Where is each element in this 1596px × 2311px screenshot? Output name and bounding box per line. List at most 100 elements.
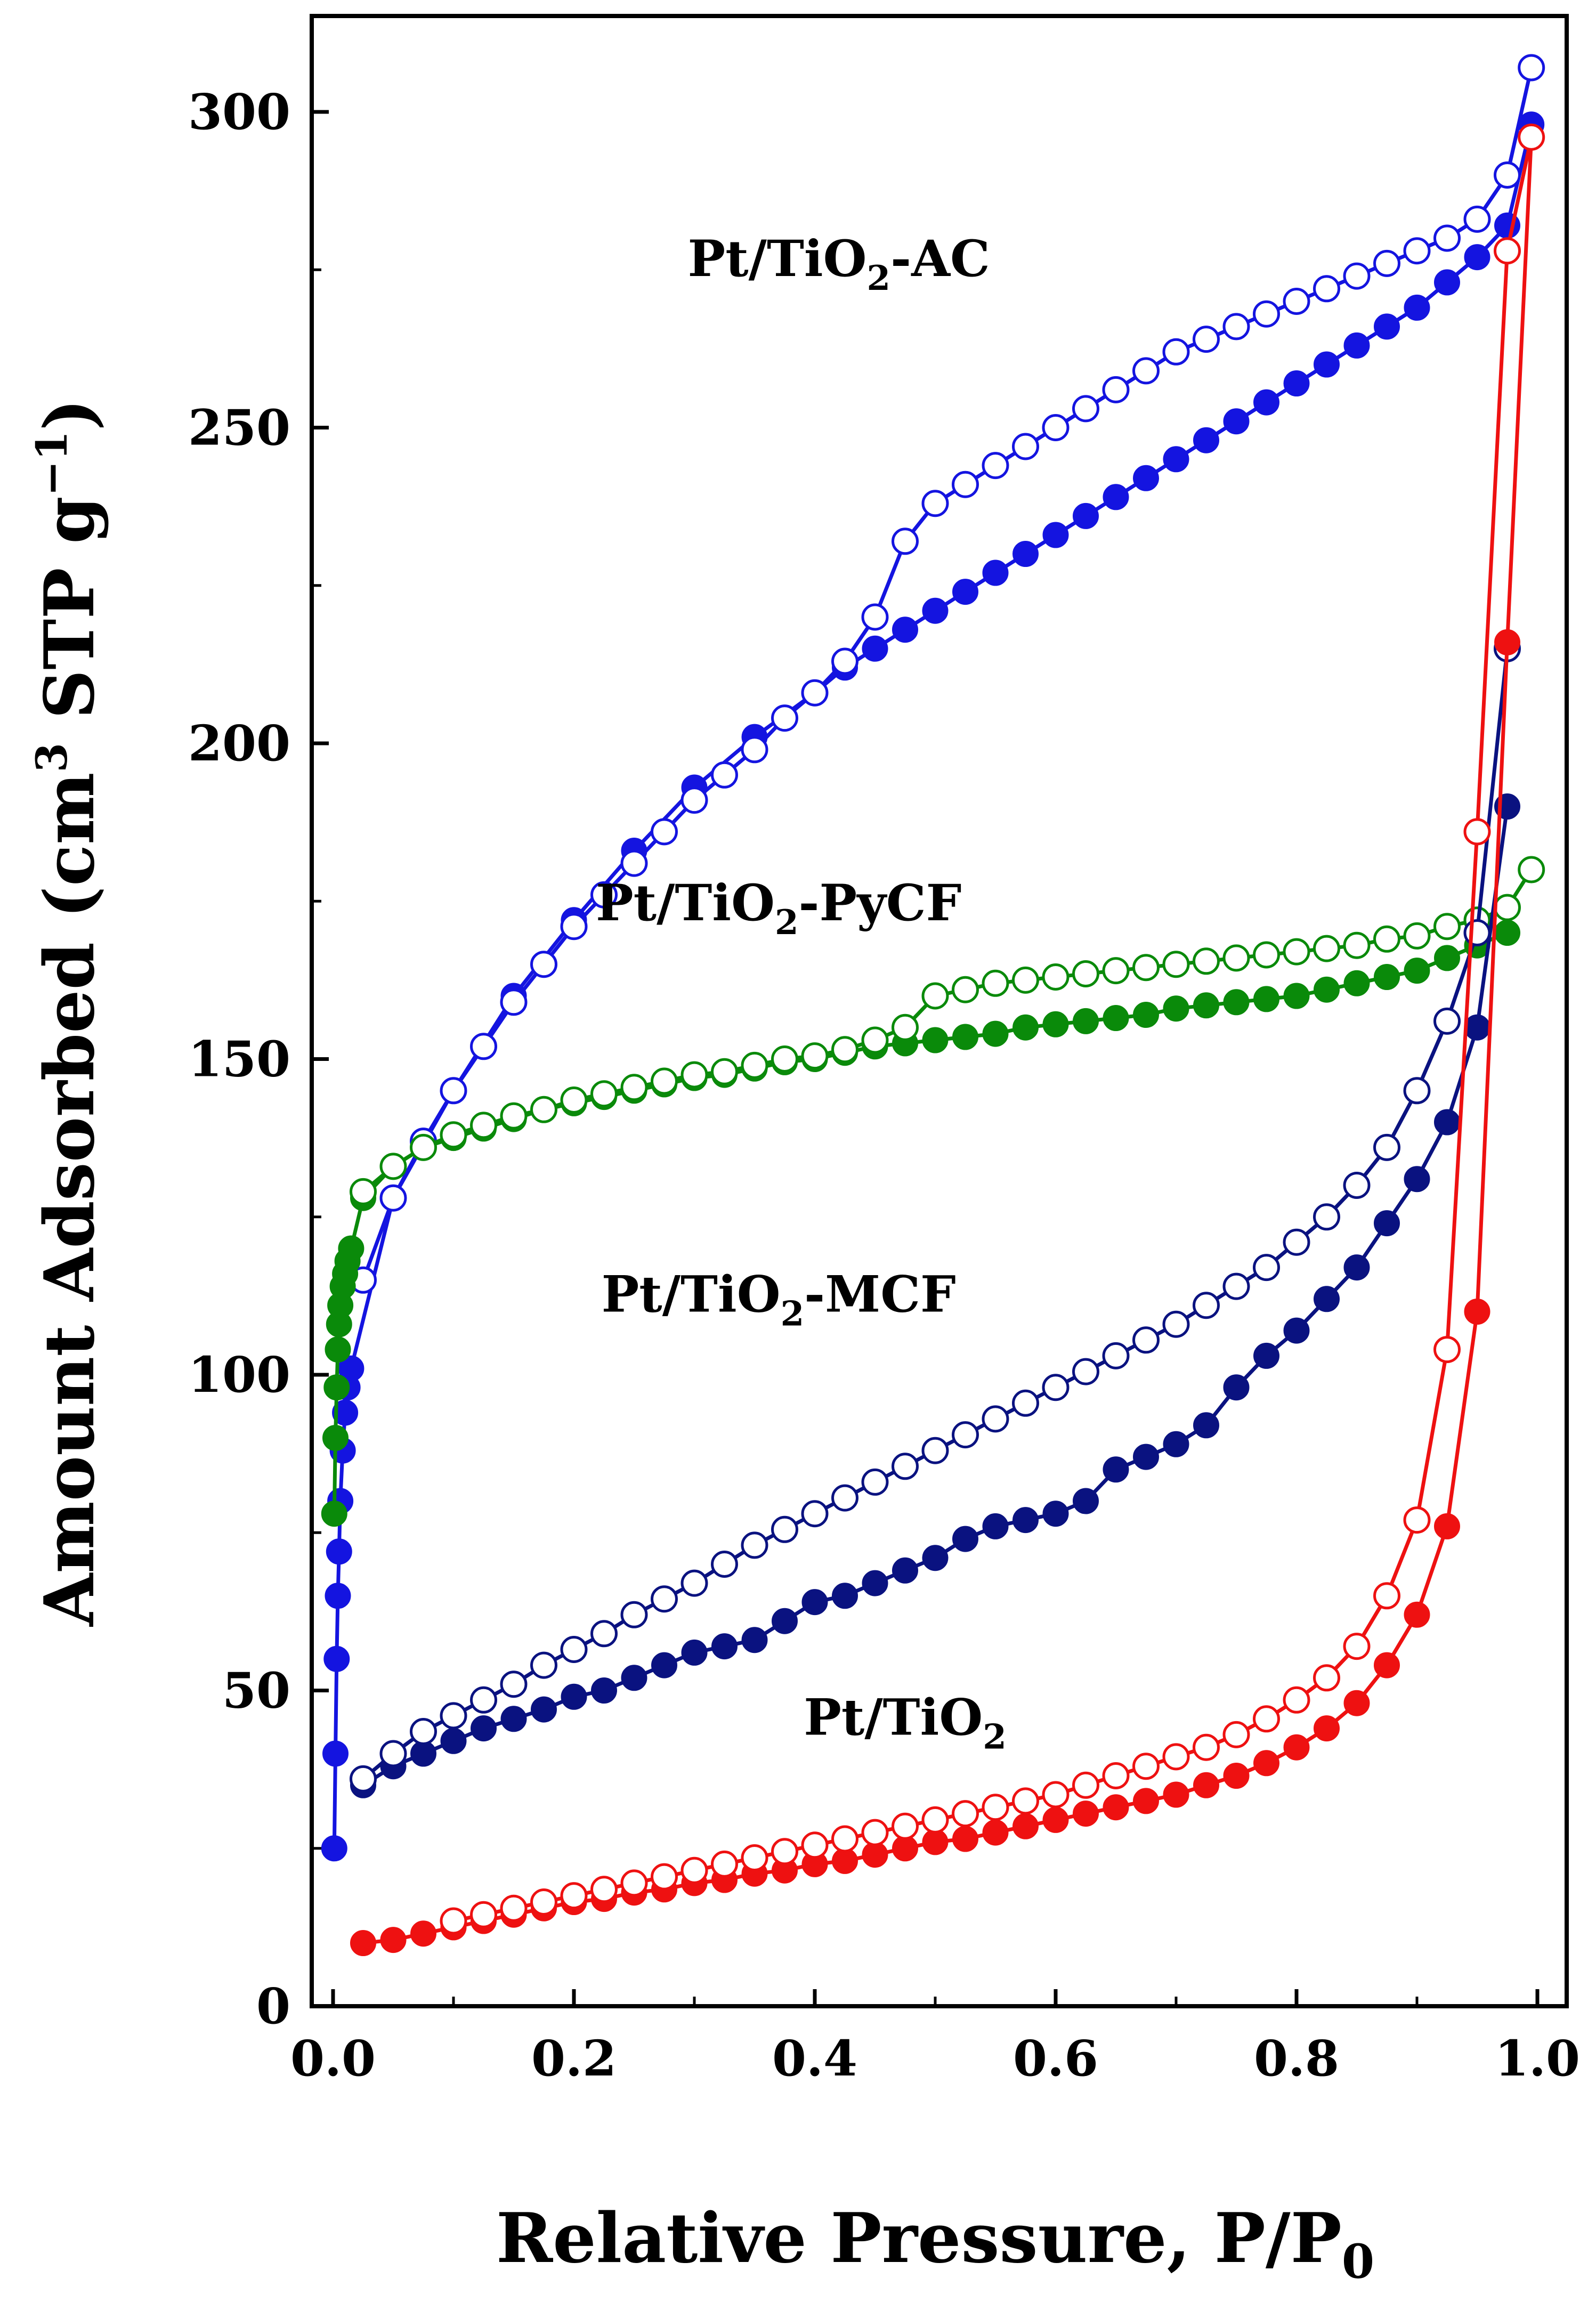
data-point bbox=[560, 913, 588, 940]
data-point bbox=[1313, 275, 1340, 303]
data-point bbox=[379, 1184, 407, 1212]
y-tick-label: 50 bbox=[222, 1662, 290, 1720]
data-point bbox=[322, 1740, 349, 1767]
data-point bbox=[323, 1374, 350, 1401]
data-point bbox=[530, 1651, 557, 1679]
data-point bbox=[711, 1058, 738, 1085]
data-point bbox=[1343, 970, 1370, 996]
data-point bbox=[1133, 1788, 1159, 1814]
data-point bbox=[1012, 1813, 1039, 1839]
data-point bbox=[1343, 1254, 1370, 1281]
data-point bbox=[1374, 313, 1400, 340]
data-point bbox=[1494, 161, 1521, 189]
y-tick-label: 150 bbox=[188, 1031, 290, 1088]
data-point bbox=[1042, 963, 1070, 991]
data-point bbox=[440, 1907, 467, 1935]
data-point bbox=[321, 1835, 347, 1862]
data-point bbox=[892, 1453, 919, 1480]
data-point bbox=[922, 597, 949, 624]
data-point bbox=[530, 1096, 557, 1123]
data-point bbox=[1518, 856, 1545, 883]
data-point bbox=[801, 1589, 828, 1616]
data-point bbox=[1494, 237, 1521, 265]
data-point bbox=[680, 1569, 708, 1597]
y-tick-label: 200 bbox=[188, 715, 290, 772]
data-point bbox=[1343, 262, 1371, 290]
data-point bbox=[1133, 1444, 1159, 1470]
data-point bbox=[590, 1080, 618, 1108]
data-point bbox=[861, 1819, 889, 1846]
data-point bbox=[1283, 983, 1310, 1009]
data-point bbox=[711, 1551, 738, 1578]
data-point bbox=[861, 603, 889, 631]
data-point bbox=[801, 1042, 829, 1070]
data-point bbox=[1073, 1801, 1099, 1827]
data-point bbox=[982, 1819, 1009, 1846]
data-point bbox=[1012, 1787, 1039, 1815]
data-point bbox=[1314, 1715, 1340, 1742]
data-point bbox=[1434, 269, 1460, 296]
data-point bbox=[1343, 1633, 1371, 1660]
series-pt-tio2-mcf-desorption bbox=[350, 635, 1521, 1793]
data-point bbox=[771, 1045, 798, 1073]
data-point bbox=[921, 1806, 949, 1834]
data-point bbox=[1193, 1292, 1220, 1319]
data-point bbox=[1042, 1781, 1070, 1809]
data-point bbox=[1103, 1456, 1129, 1483]
data-point bbox=[1434, 945, 1460, 971]
data-point bbox=[500, 1894, 528, 1922]
data-point bbox=[1403, 922, 1431, 950]
data-point bbox=[561, 1683, 587, 1710]
y-tick-label: 0 bbox=[256, 1977, 290, 2035]
data-point bbox=[651, 1067, 678, 1095]
data-point bbox=[1253, 389, 1279, 416]
data-point bbox=[1073, 1008, 1099, 1034]
data-point bbox=[1012, 966, 1039, 994]
data-point bbox=[440, 1077, 467, 1105]
data-point bbox=[1404, 1601, 1430, 1628]
data-point bbox=[1343, 1172, 1371, 1199]
data-point bbox=[1222, 1272, 1250, 1300]
data-point bbox=[1072, 1771, 1099, 1799]
data-point bbox=[1042, 414, 1070, 441]
data-point bbox=[1012, 1014, 1039, 1041]
plot-frame bbox=[310, 14, 1569, 2008]
x-tick-label: 1.0 bbox=[1495, 2030, 1580, 2087]
data-point bbox=[982, 1020, 1009, 1047]
data-point bbox=[862, 1570, 888, 1596]
data-point bbox=[741, 1844, 768, 1871]
data-point bbox=[1102, 1342, 1130, 1369]
data-point bbox=[322, 1425, 349, 1451]
data-point bbox=[1373, 925, 1400, 953]
data-point bbox=[1314, 351, 1340, 378]
data-point bbox=[1463, 919, 1491, 946]
series-label-pt-tio2-ac: Pt/TiO2-AC bbox=[688, 230, 990, 298]
data-point bbox=[711, 761, 738, 789]
data-point bbox=[1073, 1488, 1099, 1514]
data-point bbox=[922, 1545, 949, 1571]
data-point bbox=[1223, 408, 1250, 435]
data-point bbox=[801, 1831, 829, 1859]
data-point bbox=[801, 1500, 829, 1528]
data-point bbox=[1343, 931, 1371, 959]
y-tick-label: 300 bbox=[188, 83, 290, 141]
data-point bbox=[1103, 1005, 1129, 1031]
data-point bbox=[831, 647, 858, 675]
data-point bbox=[1223, 989, 1250, 1016]
data-point bbox=[1433, 224, 1461, 252]
data-point bbox=[440, 1121, 467, 1149]
data-point bbox=[952, 1800, 979, 1828]
data-point bbox=[921, 1437, 949, 1464]
y-tick-label: 100 bbox=[188, 1346, 290, 1404]
data-point bbox=[1193, 992, 1219, 1019]
data-point bbox=[651, 1585, 678, 1613]
data-point bbox=[1313, 935, 1340, 962]
data-point bbox=[1373, 249, 1400, 277]
data-point bbox=[1133, 1002, 1159, 1028]
data-point bbox=[1042, 1806, 1069, 1833]
data-point bbox=[921, 982, 949, 1010]
data-point bbox=[379, 1153, 407, 1180]
data-point bbox=[952, 1826, 978, 1852]
data-point bbox=[771, 704, 798, 732]
